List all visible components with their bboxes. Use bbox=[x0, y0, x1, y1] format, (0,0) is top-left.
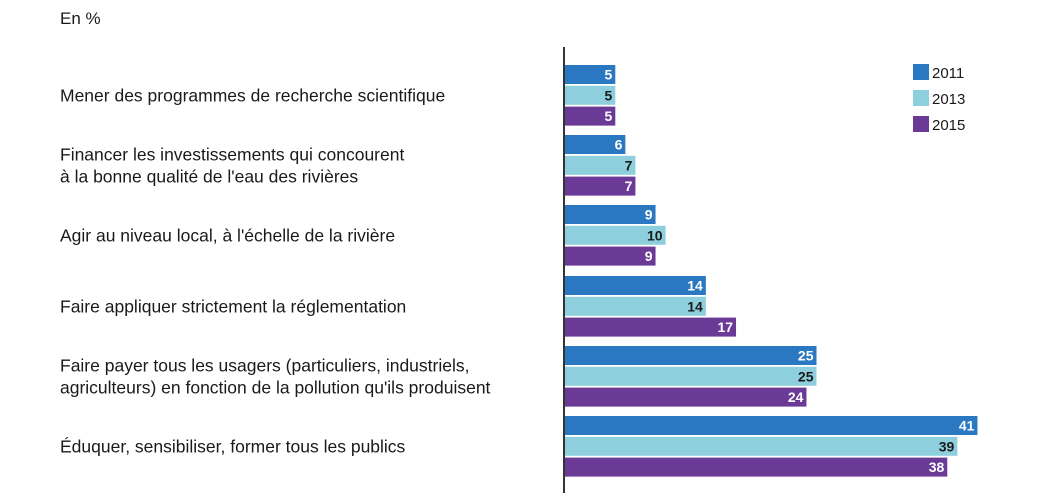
data-label: 5 bbox=[605, 67, 613, 83]
data-label: 5 bbox=[605, 108, 613, 124]
bar-2011 bbox=[565, 205, 656, 224]
bar-2013 bbox=[565, 366, 817, 386]
data-label: 7 bbox=[625, 157, 633, 173]
legend: 2011 2013 2015 bbox=[913, 64, 965, 134]
legend-label: 2013 bbox=[932, 91, 965, 108]
bar-2015 bbox=[565, 176, 636, 196]
category-label: Éduquer, sensibiliser, former tous les p… bbox=[60, 436, 406, 456]
bar-2013 bbox=[565, 85, 616, 105]
legend-label: 2011 bbox=[932, 65, 964, 82]
legend-swatch-2013 bbox=[913, 90, 929, 106]
bar-2013 bbox=[565, 436, 958, 456]
category-label: Faire appliquer strictement la réglement… bbox=[60, 296, 406, 316]
data-label: 17 bbox=[717, 319, 733, 335]
bar-2013 bbox=[565, 296, 706, 316]
bar-2011 bbox=[565, 135, 626, 154]
unit-label: En % bbox=[60, 9, 101, 28]
bar-2015 bbox=[565, 457, 948, 477]
bar-2015 bbox=[565, 387, 807, 407]
bar-2015 bbox=[565, 106, 616, 126]
category-label: Mener des programmes de recherche scient… bbox=[60, 85, 445, 105]
data-label: 10 bbox=[647, 227, 663, 243]
data-label: 9 bbox=[645, 248, 653, 264]
data-label: 39 bbox=[939, 438, 955, 454]
data-label: 14 bbox=[687, 298, 703, 314]
data-label: 38 bbox=[929, 459, 945, 475]
data-label: 25 bbox=[798, 348, 814, 364]
legend-swatch-2011 bbox=[913, 64, 929, 80]
category-label: agriculteurs) en fonction de la pollutio… bbox=[60, 377, 491, 397]
data-label: 6 bbox=[615, 137, 623, 153]
category-label: Financer les investissements qui concour… bbox=[60, 144, 404, 164]
category-label: Faire payer tous les usagers (particulie… bbox=[60, 355, 469, 375]
bar-2015 bbox=[565, 246, 656, 266]
data-label: 7 bbox=[625, 178, 633, 194]
category-label: Agir au niveau local, à l'échelle de la … bbox=[60, 225, 395, 245]
bar-2011 bbox=[565, 276, 706, 295]
data-label: 41 bbox=[959, 418, 975, 434]
bar-2011 bbox=[565, 65, 616, 84]
bar-2011 bbox=[565, 416, 978, 435]
data-label: 9 bbox=[645, 207, 653, 223]
data-label: 5 bbox=[605, 87, 613, 103]
bar-2011 bbox=[565, 346, 817, 365]
category-label: à la bonne qualité de l'eau des rivières bbox=[60, 166, 358, 186]
legend-swatch-2015 bbox=[913, 116, 929, 132]
data-label: 25 bbox=[798, 368, 814, 384]
bar-2013 bbox=[565, 155, 636, 175]
bar-2013 bbox=[565, 225, 666, 245]
legend-label: 2015 bbox=[932, 117, 965, 134]
data-label: 24 bbox=[788, 389, 804, 405]
data-label: 14 bbox=[687, 278, 703, 294]
bar-2015 bbox=[565, 317, 737, 337]
